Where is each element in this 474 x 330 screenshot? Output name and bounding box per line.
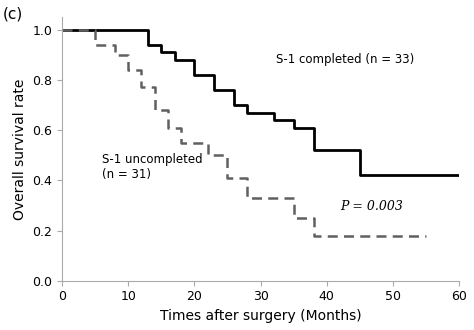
Text: S-1 uncompleted
(n = 31): S-1 uncompleted (n = 31) bbox=[102, 153, 202, 182]
X-axis label: Times after surgery (Months): Times after surgery (Months) bbox=[160, 309, 361, 323]
Text: (c): (c) bbox=[2, 7, 23, 21]
Y-axis label: Overall survival rate: Overall survival rate bbox=[13, 78, 27, 220]
Text: S-1 completed (n = 33): S-1 completed (n = 33) bbox=[276, 53, 415, 66]
Text: P = 0.003: P = 0.003 bbox=[340, 200, 403, 214]
